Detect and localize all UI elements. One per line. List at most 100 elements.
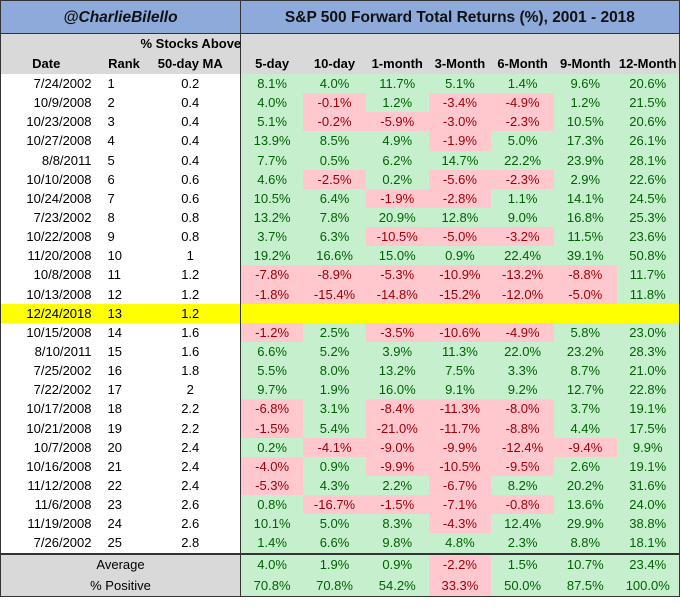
return-cell: -12.4% bbox=[491, 437, 554, 457]
return-cell: 9.1% bbox=[428, 380, 492, 400]
rank-cell: 16 bbox=[107, 363, 122, 379]
return-cell: -11.7% bbox=[428, 418, 492, 438]
date-cell: 10/13/2008 bbox=[26, 286, 92, 302]
summary-label: % Positive bbox=[0, 575, 241, 597]
date-cell: 10/23/2008 bbox=[26, 114, 92, 130]
return-cell: 11.7% bbox=[365, 74, 429, 94]
date-cell: 10/8/2008 bbox=[33, 267, 92, 283]
return-cell: 13.2% bbox=[365, 361, 429, 381]
date-header: Date bbox=[0, 54, 96, 74]
return-cell: 0.9% bbox=[303, 456, 366, 476]
return-cell: 8.7% bbox=[553, 361, 617, 381]
return-cell: 20.6% bbox=[616, 112, 680, 132]
return-cell: 16.6% bbox=[303, 246, 366, 266]
rank-cell: 12 bbox=[107, 286, 122, 302]
period-header-10-day: 10-day bbox=[303, 54, 366, 74]
ma-cell: 0.4 bbox=[140, 150, 241, 170]
return-cell: -12.0% bbox=[491, 284, 554, 304]
table-row: 10/15/2008 14 1.6 -1.2% 2.5% -3.5% -10.6% -4.9%… bbox=[1, 322, 680, 342]
date-cell: 7/26/2002 bbox=[33, 535, 92, 551]
date-cell: 7/23/2002 bbox=[33, 210, 92, 226]
ma-cell: 2.4 bbox=[140, 456, 241, 476]
return-cell: 21.0% bbox=[616, 361, 680, 381]
date-cell: 10/9/2008 bbox=[33, 95, 92, 111]
summary-value: 70.8% bbox=[303, 575, 366, 597]
return-cell: 9.8% bbox=[365, 533, 429, 554]
return-cell: 0.5% bbox=[303, 150, 366, 170]
return-cell: -1.9% bbox=[365, 188, 429, 208]
return-cell: 8.1% bbox=[240, 74, 304, 94]
return-cell: -4.9% bbox=[491, 93, 554, 113]
table-row: 10/23/2008 3 0.4 5.1% -0.2% -5.9% -3.0% -2.3% 10… bbox=[1, 112, 680, 132]
date-cell: 10/21/2008 bbox=[26, 420, 92, 436]
return-cell: 7.5% bbox=[428, 361, 492, 381]
rank-cell: 23 bbox=[107, 497, 122, 513]
return-cell: -5.6% bbox=[428, 169, 492, 189]
rank-cell: 11 bbox=[107, 267, 122, 283]
return-cell: 6.6% bbox=[303, 533, 366, 554]
column-header-row-2: Date Rank 50-day MA 5-day 10-day 1-month 3-… bbox=[0, 54, 680, 74]
rank-cell: 19 bbox=[107, 420, 122, 436]
return-cell: -5.3% bbox=[240, 475, 304, 496]
return-cell: -3.2% bbox=[491, 227, 554, 247]
return-cell: 5.0% bbox=[491, 131, 554, 151]
return-cell: 1.9% bbox=[303, 380, 366, 400]
ma-cell: 0.6 bbox=[140, 188, 241, 208]
date-cell: 11/20/2008 bbox=[27, 248, 92, 264]
period-header-9-month: 9-Month bbox=[553, 54, 617, 74]
ma-cell: 2 bbox=[140, 380, 241, 400]
return-cell: -3.4% bbox=[428, 93, 492, 113]
ma-cell: 2.4 bbox=[140, 475, 241, 496]
date-cell: 12/24/2018 bbox=[0, 303, 96, 323]
highlighted-table-row: 12/24/2018 13 1.2 bbox=[0, 303, 680, 323]
return-cell: 8.0% bbox=[303, 361, 366, 381]
summary-value: 54.2% bbox=[365, 575, 429, 597]
table-row: 11/12/2008 22 2.4 -5.3% 4.3% 2.2% -6.7% 8.2% 20.… bbox=[1, 475, 680, 496]
return-cell: -0.8% bbox=[491, 495, 554, 515]
rank-header: Rank bbox=[95, 54, 141, 74]
summary-value: 100.0% bbox=[616, 575, 680, 597]
return-cell: -2.5% bbox=[303, 169, 366, 189]
return-cell: 5.1% bbox=[428, 74, 492, 94]
return-cell: 6.2% bbox=[365, 150, 429, 170]
return-cell: -9.5% bbox=[491, 456, 554, 476]
table-row: 11/6/2008 23 2.6 0.8% -16.7% -1.5% -7.1% -0.8% 1… bbox=[1, 495, 680, 515]
return-cell: 13.2% bbox=[240, 207, 304, 228]
return-cell: -8.8% bbox=[491, 418, 554, 438]
ma-cell: 0.6 bbox=[140, 169, 241, 189]
ma-cell: 0.8 bbox=[140, 227, 241, 247]
rank-cell: 8 bbox=[107, 210, 115, 226]
return-cell: 19.1% bbox=[616, 399, 680, 419]
return-cell: 7.7% bbox=[240, 150, 304, 170]
return-cell: 1.4% bbox=[240, 533, 304, 554]
return-cell: -14.8% bbox=[365, 284, 429, 304]
return-cell: 39.1% bbox=[553, 246, 617, 266]
return-cell: -8.8% bbox=[553, 265, 617, 285]
period-header-6-month: 6-Month bbox=[491, 54, 554, 74]
summary-value: 1.5% bbox=[491, 552, 554, 576]
table-row: 10/8/2008 11 1.2 -7.8% -8.9% -5.3% -10.9% -13.2… bbox=[1, 265, 680, 285]
return-cell: -1.5% bbox=[240, 418, 304, 438]
return-cell: 26.1% bbox=[616, 131, 680, 151]
table-row: 10/27/2008 4 0.4 13.9% 8.5% 4.9% -1.9% 5.0% 17.3… bbox=[1, 131, 680, 151]
table-row: 8/8/2011 5 0.4 7.7% 0.5% 6.2% 14.7% 22.2% 23.9% 2… bbox=[1, 150, 680, 170]
table-row: 11/20/2008 10 1 19.2% 16.6% 15.0% 0.9% 22.4% 39.… bbox=[1, 246, 680, 266]
author-handle: @CharlieBilello bbox=[0, 0, 241, 34]
return-cell: 10.1% bbox=[240, 514, 304, 534]
return-cell: 19.1% bbox=[616, 456, 680, 476]
return-cell: -7.8% bbox=[240, 265, 304, 285]
return-cell: -5.3% bbox=[365, 265, 429, 285]
summary-value: 0.9% bbox=[365, 552, 429, 576]
return-cell: 5.5% bbox=[240, 361, 304, 381]
rank-cell: 14 bbox=[107, 324, 122, 340]
return-cell: -9.4% bbox=[553, 437, 617, 457]
summary-row: % Positive 70.8% 70.8% 54.2% 33.3% 50.0% 87.5%… bbox=[0, 575, 680, 597]
return-cell: -21.0% bbox=[365, 418, 429, 438]
ma-cell: 1.2 bbox=[140, 303, 241, 323]
date-cell: 7/24/2002 bbox=[33, 76, 92, 92]
ma-cell: 1.2 bbox=[140, 265, 241, 285]
date-cell: 10/15/2008 bbox=[26, 324, 92, 340]
date-cell: 11/12/2008 bbox=[27, 478, 92, 494]
return-cell: 50.8% bbox=[616, 246, 680, 266]
return-cell: -0.1% bbox=[303, 93, 366, 113]
